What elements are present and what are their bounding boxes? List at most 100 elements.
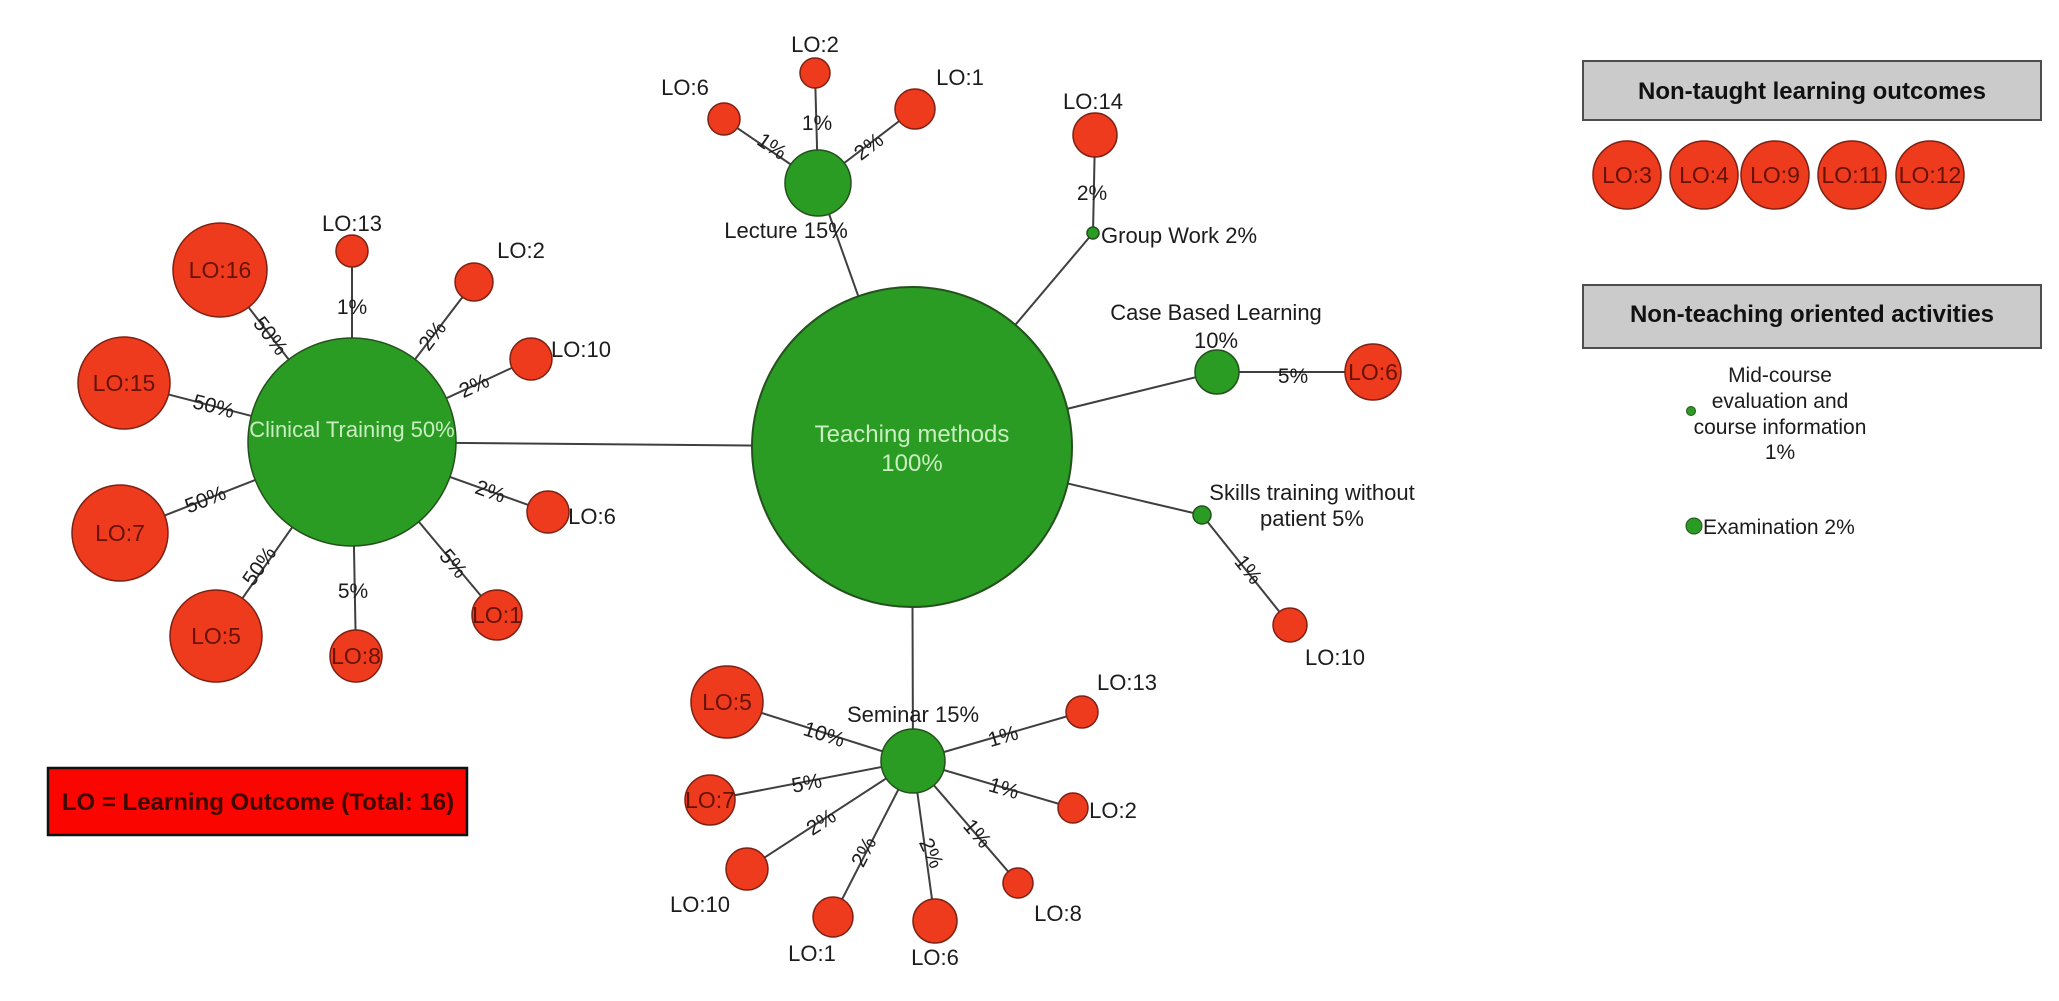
percent-label-seminar-lo-10: 2% bbox=[802, 805, 840, 841]
outcome-label-clinical-training-lo-13: LO:13 bbox=[322, 211, 382, 236]
non-teaching-header: Non-teaching oriented activities bbox=[1630, 301, 1994, 328]
percent-label-clinical-training-lo-2: 2% bbox=[414, 317, 451, 355]
outcome-label-seminar-lo-7: LO:7 bbox=[685, 787, 735, 813]
activity-label-line: 1% bbox=[1765, 441, 1795, 464]
activity-label-line: evaluation and bbox=[1712, 390, 1849, 413]
method-label-lecture: Lecture 15% bbox=[724, 218, 848, 243]
activity-dot-1 bbox=[1685, 517, 1703, 535]
percent-label-clinical-training-lo-8: 5% bbox=[338, 580, 368, 603]
outcome-node-seminar-lo-13 bbox=[1065, 695, 1099, 729]
method-label-clinical-training: Clinical Training 50% bbox=[249, 417, 454, 442]
outcome-label-clinical-training-lo-6: LO:6 bbox=[568, 504, 616, 529]
activity-label-line: Examination 2% bbox=[1703, 516, 1855, 539]
outcome-node-seminar-lo-10 bbox=[725, 847, 769, 891]
method-label-group-work: Group Work 2% bbox=[1101, 223, 1257, 248]
percent-label-clinical-training-lo-15: 50% bbox=[190, 390, 236, 423]
non-taught-outcome-label-lo-12: LO:12 bbox=[1899, 162, 1962, 188]
outcome-node-seminar-lo-6 bbox=[912, 898, 958, 944]
outcome-node-seminar-lo-7 bbox=[684, 774, 736, 826]
non-taught-outcome-label-lo-11: LO:11 bbox=[1822, 162, 1883, 188]
outcome-label-clinical-training-lo-10: LO:10 bbox=[551, 337, 611, 362]
method-label-skills-training-without-patient: patient 5% bbox=[1260, 506, 1364, 531]
method-label-case-based-learning: Case Based Learning bbox=[1110, 300, 1322, 325]
outcome-node-lecture-lo-6 bbox=[707, 102, 741, 136]
hub-label-line: 100% bbox=[881, 450, 942, 477]
method-node-clinical-training bbox=[247, 337, 457, 547]
outcome-label-clinical-training-lo-5: LO:5 bbox=[191, 623, 241, 649]
outcome-node-clinical-training-lo-15 bbox=[77, 336, 171, 430]
percent-label-clinical-training-lo-6: 2% bbox=[472, 476, 508, 508]
method-label-skills-training-without-patient: Skills training without bbox=[1209, 480, 1414, 505]
outcome-node-case-based-learning-lo-6 bbox=[1344, 343, 1402, 401]
outcome-node-clinical-training-lo-5 bbox=[169, 589, 263, 683]
outcome-label-lecture-lo-2: LO:2 bbox=[791, 32, 839, 57]
outcome-node-clinical-training-lo-16 bbox=[172, 222, 268, 318]
outcome-node-skills-training-without-patient-lo-10 bbox=[1272, 607, 1308, 643]
outcome-node-group-work-lo-14 bbox=[1072, 112, 1118, 158]
outcome-label-case-based-learning-lo-6: LO:6 bbox=[1348, 359, 1398, 385]
outcome-node-clinical-training-lo-7 bbox=[71, 484, 169, 582]
outcome-node-clinical-training-lo-13 bbox=[335, 234, 369, 268]
percent-label-seminar-lo-6: 2% bbox=[914, 835, 948, 872]
outcome-node-seminar-lo-5 bbox=[690, 665, 764, 739]
activity-dot-0 bbox=[1686, 406, 1696, 416]
outcome-label-clinical-training-lo-7: LO:7 bbox=[95, 520, 145, 546]
non-teaching-header-box bbox=[1582, 284, 2042, 349]
outcome-node-lecture-lo-2 bbox=[799, 57, 831, 89]
percent-label-clinical-training-lo-10: 2% bbox=[456, 369, 493, 403]
non-taught-header-box bbox=[1582, 60, 2042, 121]
outcome-label-seminar-lo-8: LO:8 bbox=[1034, 901, 1082, 926]
edge-seminar-lo-10 bbox=[746, 760, 914, 870]
outcome-label-clinical-training-lo-15: LO:15 bbox=[93, 370, 156, 396]
outcome-label-seminar-lo-6: LO:6 bbox=[911, 945, 959, 970]
non-taught-outcome-node-lo-9 bbox=[1740, 140, 1810, 210]
hub-label-line: Teaching methods bbox=[815, 421, 1010, 448]
method-node-case-based-learning bbox=[1194, 349, 1240, 395]
method-label-case-based-learning: 10% bbox=[1194, 328, 1238, 353]
legend-box bbox=[46, 766, 469, 837]
percent-label-seminar-lo-1: 2% bbox=[847, 833, 881, 871]
non-taught-outcome-node-lo-3 bbox=[1592, 140, 1662, 210]
edge-seminar-lo-7 bbox=[709, 760, 914, 801]
outcome-label-seminar-lo-1: LO:1 bbox=[788, 941, 836, 966]
percent-label-seminar-lo-5: 10% bbox=[800, 717, 847, 752]
percent-label-group-work-lo-14: 2% bbox=[1077, 182, 1107, 205]
outcome-label-seminar-lo-10: LO:10 bbox=[670, 892, 730, 917]
method-node-seminar bbox=[880, 728, 946, 794]
percent-label-clinical-training-lo-13: 1% bbox=[337, 296, 367, 319]
legend-label: LO = Learning Outcome (Total: 16) bbox=[62, 789, 454, 816]
outcome-label-group-work-lo-14: LO:14 bbox=[1063, 89, 1123, 114]
outcome-label-seminar-lo-13: LO:13 bbox=[1097, 670, 1157, 695]
outcome-label-clinical-training-lo-1: LO:1 bbox=[472, 602, 522, 628]
outcome-label-clinical-training-lo-16: LO:16 bbox=[189, 257, 252, 283]
percent-label-seminar-lo-7: 5% bbox=[790, 769, 824, 797]
non-taught-outcome-node-lo-11 bbox=[1817, 140, 1887, 210]
non-taught-outcome-label-lo-3: LO:3 bbox=[1602, 162, 1652, 188]
method-node-skills-training-without-patient bbox=[1192, 505, 1212, 525]
outcome-label-seminar-lo-5: LO:5 bbox=[702, 689, 752, 715]
outcome-node-clinical-training-lo-1 bbox=[471, 589, 523, 641]
outcome-label-lecture-lo-1: LO:1 bbox=[936, 65, 984, 90]
outcome-node-lecture-lo-1 bbox=[894, 88, 936, 130]
activity-label-line: course information bbox=[1694, 416, 1867, 439]
method-node-lecture bbox=[784, 149, 852, 217]
percent-label-case-based-learning-lo-6: 5% bbox=[1278, 365, 1308, 388]
edge-skills-training-without-patient-lo-10 bbox=[1201, 514, 1291, 626]
outcome-node-seminar-lo-8 bbox=[1002, 867, 1034, 899]
outcome-node-clinical-training-lo-6 bbox=[526, 490, 570, 534]
outcome-label-skills-training-without-patient-lo-10: LO:10 bbox=[1305, 645, 1365, 670]
method-node-group-work bbox=[1086, 226, 1100, 240]
percent-label-seminar-lo-13: 1% bbox=[985, 721, 1021, 752]
outcome-label-lecture-lo-6: LO:6 bbox=[661, 75, 709, 100]
non-taught-header: Non-taught learning outcomes bbox=[1638, 78, 1986, 105]
outcome-node-clinical-training-lo-10 bbox=[509, 337, 553, 381]
activity-label-line: Mid-course bbox=[1728, 364, 1832, 387]
outcome-node-seminar-lo-2 bbox=[1057, 792, 1089, 824]
outcome-node-clinical-training-lo-8 bbox=[329, 629, 383, 683]
outcome-node-seminar-lo-1 bbox=[812, 896, 854, 938]
method-label-seminar: Seminar 15% bbox=[847, 702, 979, 727]
percent-label-lecture-lo-6: 1% bbox=[753, 129, 791, 165]
outcome-label-seminar-lo-2: LO:2 bbox=[1089, 798, 1137, 823]
